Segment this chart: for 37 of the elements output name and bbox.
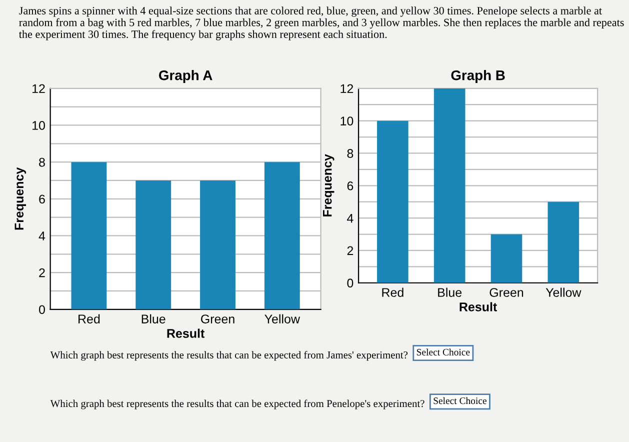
y-tick-label: 4	[38, 232, 46, 240]
x-tick-label: Blue	[142, 314, 166, 324]
y-tick-label: 0	[38, 305, 45, 314]
y-axis-title: Frequency	[323, 154, 334, 216]
y-tick-label: 8	[39, 158, 45, 167]
y-tick-label: 8	[347, 149, 354, 158]
y-tick-label: 4	[347, 214, 354, 223]
y-tick-label: 12	[340, 84, 354, 93]
chart-title: Graph A	[158, 70, 212, 83]
bar	[377, 120, 408, 283]
x-tick-label: Green	[490, 288, 524, 297]
bar	[548, 202, 580, 283]
bar	[434, 88, 466, 283]
text: Select Choice	[416, 348, 470, 356]
text: James spins a spinner with 4 equal-size sections that are colored red, blue, green, and yellow 30 times. Penelope selects a marble at random from a bag with 5 red marbles, 7 blue marbles, 2 green marbles, and 3 yellow marbles. She then replaces the marble and repeats the experiment 30 times. The frequency bar graphs shown represent each situation.	[18, 6, 624, 40]
y-tick-label: 10	[340, 116, 354, 126]
y-tick-label: 12	[32, 84, 45, 93]
x-axis-title: Result	[167, 328, 205, 338]
y-tick-label: 6	[347, 181, 354, 190]
text: Which graph best represents the results that can be expected from James' experiment?	[50, 351, 408, 361]
bar	[490, 234, 522, 283]
y-axis-title: Frequency	[14, 167, 26, 230]
y-tick-label: 2	[347, 246, 354, 255]
x-axis-title: Result	[460, 302, 497, 312]
x-tick-label: Blue	[438, 288, 462, 297]
chart-title: Graph B	[451, 70, 505, 83]
text: Select Choice	[434, 397, 486, 404]
x-tick-label: Red	[78, 314, 100, 324]
y-tick-label: 6	[39, 194, 45, 204]
x-tick-label: Green	[201, 314, 234, 324]
text: Which graph best represents the results that can be expected from Penelope's experiment?	[50, 400, 424, 410]
y-tick-label: 0	[347, 278, 354, 288]
x-tick-label: Yellow	[264, 314, 300, 324]
y-tick-label: 2	[39, 268, 45, 278]
x-tick-label: Red	[382, 288, 404, 297]
y-tick-label: 10	[32, 121, 45, 130]
x-tick-label: Yellow	[546, 288, 582, 297]
